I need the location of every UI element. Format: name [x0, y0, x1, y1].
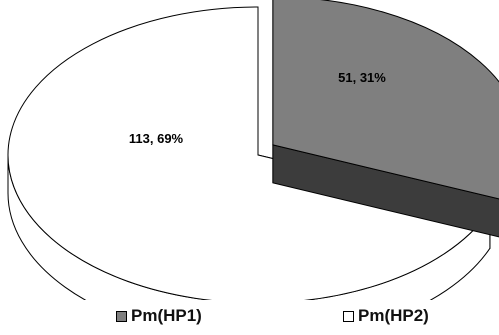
legend-swatch-pm-hp2 — [343, 310, 354, 322]
legend-label-pm-hp1: Pm(HP1) — [131, 306, 202, 325]
pie-chart: 51, 31% 113, 69% — [7, 0, 499, 300]
legend: Pm(HP1) Pm(HP2) — [0, 306, 499, 332]
legend-label-pm-hp2: Pm(HP2) — [358, 306, 429, 325]
legend-item-pm-hp2: Pm(HP2) — [343, 306, 429, 326]
pie-slice-pm-hp1 — [272, 0, 499, 200]
slice-label-pm-hp2: 113, 69% — [129, 131, 184, 146]
legend-swatch-pm-hp1 — [116, 310, 127, 322]
legend-item-pm-hp1: Pm(HP1) — [116, 306, 202, 326]
pie-slice-pm-hp2 — [7, 6, 491, 300]
slice-label-pm-hp1: 51, 31% — [338, 70, 386, 85]
